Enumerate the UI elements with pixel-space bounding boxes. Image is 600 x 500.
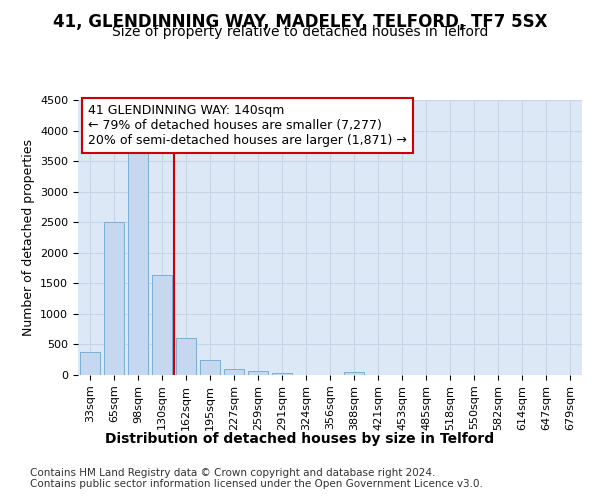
Bar xyxy=(272,372,292,375)
Bar xyxy=(152,275,172,375)
Bar xyxy=(80,352,100,375)
Text: 41 GLENDINNING WAY: 140sqm
← 79% of detached houses are smaller (7,277)
20% of s: 41 GLENDINNING WAY: 140sqm ← 79% of deta… xyxy=(88,104,407,147)
Text: Distribution of detached houses by size in Telford: Distribution of detached houses by size … xyxy=(106,432,494,446)
Y-axis label: Number of detached properties: Number of detached properties xyxy=(22,139,35,336)
Bar xyxy=(104,222,124,375)
Bar xyxy=(224,368,244,375)
Text: Contains HM Land Registry data © Crown copyright and database right 2024.
Contai: Contains HM Land Registry data © Crown c… xyxy=(30,468,483,489)
Text: Size of property relative to detached houses in Telford: Size of property relative to detached ho… xyxy=(112,25,488,39)
Bar xyxy=(200,360,220,375)
Bar xyxy=(176,338,196,375)
Bar xyxy=(248,372,268,375)
Bar xyxy=(344,372,364,375)
Bar xyxy=(128,146,148,375)
Text: 41, GLENDINNING WAY, MADELEY, TELFORD, TF7 5SX: 41, GLENDINNING WAY, MADELEY, TELFORD, T… xyxy=(53,12,547,30)
